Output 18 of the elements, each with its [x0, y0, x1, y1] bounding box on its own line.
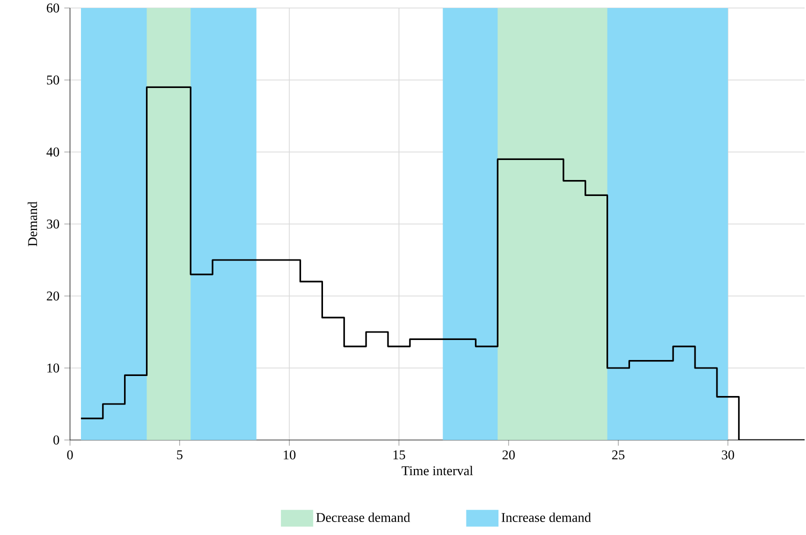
legend-label: Decrease demand [316, 512, 410, 522]
x-tick-label: 30 [722, 450, 734, 460]
x-tick-label: 20 [502, 450, 515, 460]
y-tick-label: 50 [47, 76, 60, 84]
y-tick-label: 20 [46, 292, 60, 300]
x-tick-label: 15 [393, 450, 406, 460]
x-axis-title: Time interval [402, 466, 473, 476]
x-tick-label: 0 [67, 450, 73, 460]
x-tick-label: 5 [177, 450, 182, 460]
x-tick-label: 25 [612, 450, 624, 460]
y-tick-label: 10 [47, 364, 60, 372]
y-tick-label: 0 [53, 436, 60, 444]
y-tick-label: 30 [46, 220, 60, 228]
x-tick-label: 10 [284, 450, 296, 460]
y-tick-label: 40 [46, 148, 60, 156]
y-tick-label: 60 [46, 4, 60, 12]
y-axis-title: Demand [28, 202, 38, 246]
legend-label: Increase demand [502, 512, 591, 522]
